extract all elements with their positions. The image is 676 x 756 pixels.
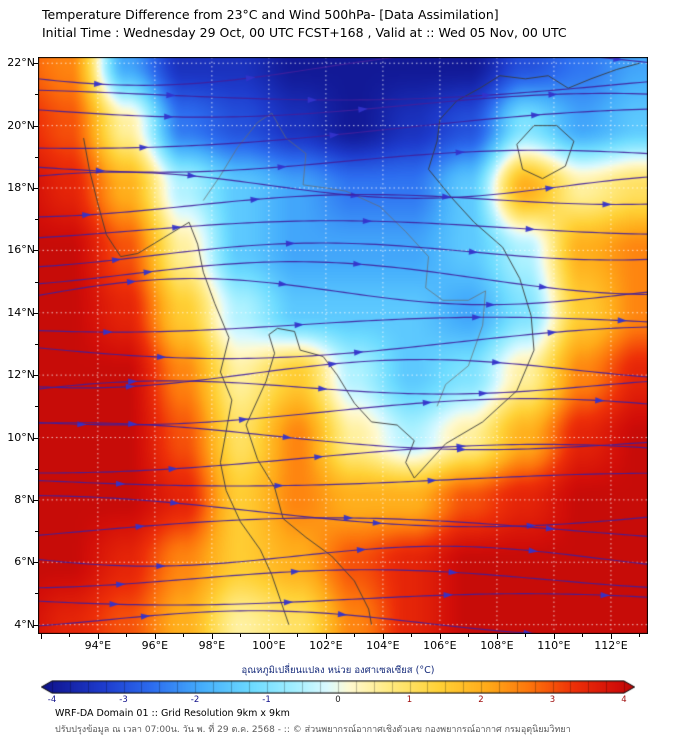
x-axis-tick <box>40 634 42 639</box>
x-axis-label: 108°E <box>480 639 514 652</box>
x-axis-label: 104°E <box>366 639 400 652</box>
y-axis-tick <box>35 406 38 408</box>
y-axis-tick <box>35 468 38 470</box>
colorbar <box>41 680 635 694</box>
x-axis-label: 94°E <box>84 639 112 652</box>
x-axis-tick <box>183 634 185 637</box>
chart-subtitle: Initial Time : Wednesday 29 Oct, 00 UTC … <box>42 25 567 40</box>
colorbar-tick-label: 3 <box>549 695 556 705</box>
x-axis-tick <box>325 634 327 639</box>
x-axis-tick <box>126 634 128 637</box>
x-axis-tick <box>639 634 641 637</box>
colorbar-label: อุณหภูมิเปลี่ยนแปลง หน่วย องศาเซลเซียส (… <box>241 665 435 676</box>
y-axis-label: 6°N <box>14 555 35 569</box>
y-axis-tick <box>35 94 38 96</box>
y-axis-tick <box>35 219 38 221</box>
x-axis-tick <box>610 634 612 639</box>
x-axis-label: 96°E <box>141 639 169 652</box>
colorbar-tick-label: 1 <box>406 695 413 705</box>
y-axis-tick <box>33 624 38 626</box>
y-axis-tick <box>33 437 38 439</box>
y-axis-label: 14°N <box>7 305 35 319</box>
x-axis-label: 98°E <box>198 639 226 652</box>
y-axis-tick <box>35 281 38 283</box>
x-axis-tick <box>69 634 71 637</box>
colorbar-tick-label: -2 <box>190 695 200 705</box>
y-axis-tick <box>35 531 38 533</box>
colorbar-tick-label: -1 <box>262 695 271 705</box>
footer-update-info: ปรับปรุงข้อมูล ณ เวลา 07:00น. วัน พ. ที่… <box>55 725 571 735</box>
x-axis-tick <box>525 634 527 637</box>
x-axis-tick <box>354 634 356 637</box>
y-axis-tick <box>35 156 38 158</box>
y-axis-label: 4°N <box>14 617 35 631</box>
x-axis-label: 100°E <box>252 639 286 652</box>
y-axis-label: 12°N <box>7 368 35 382</box>
y-axis-tick <box>35 343 38 345</box>
x-axis-tick <box>97 634 99 639</box>
x-axis-tick <box>468 634 470 637</box>
x-axis-label: 112°E <box>594 639 628 652</box>
map-area: 22°N 20°N 18°N 16°N 14°N 12°N 10°N 8°N 6°N 4°N 94°… <box>7 56 648 652</box>
x-axis-tick <box>240 634 242 637</box>
x-axis-label: 102°E <box>309 639 343 652</box>
footer-domain-info: WRF-DA Domain 01 :: Grid Resolution 9km … <box>55 708 290 719</box>
x-axis-tick <box>297 634 299 637</box>
x-axis-tick <box>411 634 413 637</box>
x-axis-tick <box>382 634 384 639</box>
y-axis-label: 18°N <box>7 180 35 194</box>
y-axis-label: 16°N <box>7 243 35 257</box>
colorbar-block: อุณหภูมิเปลี่ยนแปลง หน่วย องศาเซลเซียส (… <box>41 663 635 706</box>
y-axis-label: 8°N <box>14 492 35 506</box>
chart-title: Temperature Difference from 23°C and Win… <box>42 7 499 22</box>
y-axis-tick <box>33 250 38 252</box>
colorbar-tick-label: -3 <box>119 695 128 705</box>
colorbar-tick-label: -4 <box>47 695 57 705</box>
colorbar-tick-label: 2 <box>478 695 484 705</box>
temperature-wind-map-canvas <box>38 57 648 634</box>
y-axis-label: 20°N <box>7 118 35 132</box>
y-axis-tick <box>33 125 38 127</box>
colorbar-ticks: -4 -3 -2 -1 0 1 2 3 4 <box>41 694 635 706</box>
x-axis-label: 106°E <box>423 639 457 652</box>
y-axis-tick <box>35 593 38 595</box>
y-axis-tick <box>33 63 38 65</box>
x-axis-tick <box>268 634 270 639</box>
y-axis-label: 10°N <box>7 430 35 444</box>
x-axis-tick <box>582 634 584 637</box>
y-axis-tick <box>33 187 38 189</box>
colorbar-tick-label: 4 <box>621 695 627 705</box>
y-axis-label: 22°N <box>7 56 35 70</box>
y-axis-tick <box>33 562 38 564</box>
y-axis-tick <box>33 312 38 314</box>
footer: WRF-DA Domain 01 :: Grid Resolution 9km … <box>55 708 571 736</box>
y-axis-tick <box>33 499 38 501</box>
x-axis-tick <box>553 634 555 639</box>
colorbar-tick-label: 0 <box>335 695 341 705</box>
x-axis-tick <box>211 634 213 639</box>
y-axis-tick <box>33 375 38 377</box>
x-axis-tick <box>154 634 156 639</box>
x-axis-tick <box>496 634 498 639</box>
x-axis-tick <box>439 634 441 639</box>
x-axis-label: 110°E <box>537 639 571 652</box>
